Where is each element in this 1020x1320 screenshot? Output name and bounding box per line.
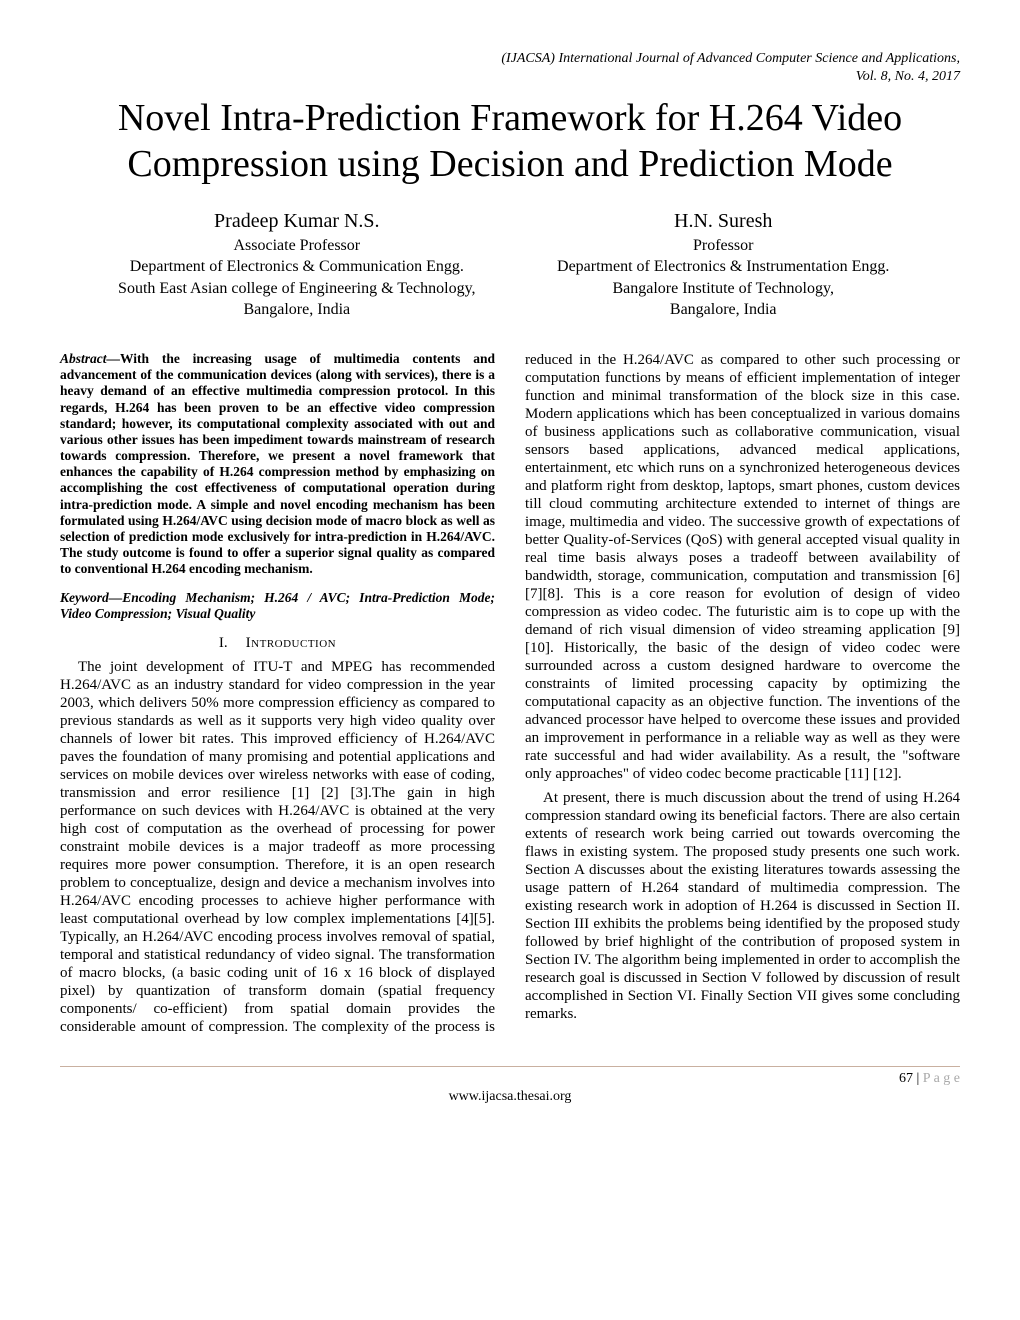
body-columns: Abstract—With the increasing usage of mu… xyxy=(60,351,960,1036)
paragraph-2: At present, there is much discussion abo… xyxy=(525,789,960,1023)
section-heading-intro: I. Introduction xyxy=(60,634,495,652)
journal-name: (IJACSA) International Journal of Advanc… xyxy=(501,51,960,66)
authors-row: Pradeep Kumar N.S. Associate Professor D… xyxy=(100,208,920,321)
page-number: 67 | P a g e xyxy=(60,1071,960,1087)
page-word: P a g e xyxy=(923,1071,960,1086)
keywords-text: Encoding Mechanism; H.264 / AVC; Intra-P… xyxy=(60,590,495,621)
keywords-block: Keyword—Encoding Mechanism; H.264 / AVC;… xyxy=(60,590,495,622)
author-inst: Bangalore Institute of Technology, xyxy=(526,278,920,300)
author-inst: South East Asian college of Engineering … xyxy=(100,278,494,300)
footer-url: www.ijacsa.thesai.org xyxy=(60,1089,960,1105)
author-block-1: Pradeep Kumar N.S. Associate Professor D… xyxy=(100,208,494,321)
journal-header: (IJACSA) International Journal of Advanc… xyxy=(60,50,960,86)
author-name: H.N. Suresh xyxy=(526,208,920,235)
abstract-block: Abstract—With the increasing usage of mu… xyxy=(60,351,495,578)
author-name: Pradeep Kumar N.S. xyxy=(100,208,494,235)
author-dept: Department of Electronics & Communicatio… xyxy=(100,256,494,278)
author-role: Professor xyxy=(526,235,920,257)
abstract-text: With the increasing usage of multimedia … xyxy=(60,351,495,576)
author-dept: Department of Electronics & Instrumentat… xyxy=(526,256,920,278)
section-title: Introduction xyxy=(246,635,336,651)
abstract-label: Abstract— xyxy=(60,351,120,366)
author-block-2: H.N. Suresh Professor Department of Elec… xyxy=(526,208,920,321)
section-number: I. xyxy=(219,635,228,651)
page-number-value: 67 | xyxy=(899,1071,923,1086)
author-loc: Bangalore, India xyxy=(526,299,920,321)
author-role: Associate Professor xyxy=(100,235,494,257)
journal-issue: Vol. 8, No. 4, 2017 xyxy=(856,69,960,84)
footer-divider xyxy=(60,1066,960,1067)
author-loc: Bangalore, India xyxy=(100,299,494,321)
paper-title: Novel Intra-Prediction Framework for H.2… xyxy=(60,96,960,187)
keyword-label: Keyword— xyxy=(60,590,122,605)
